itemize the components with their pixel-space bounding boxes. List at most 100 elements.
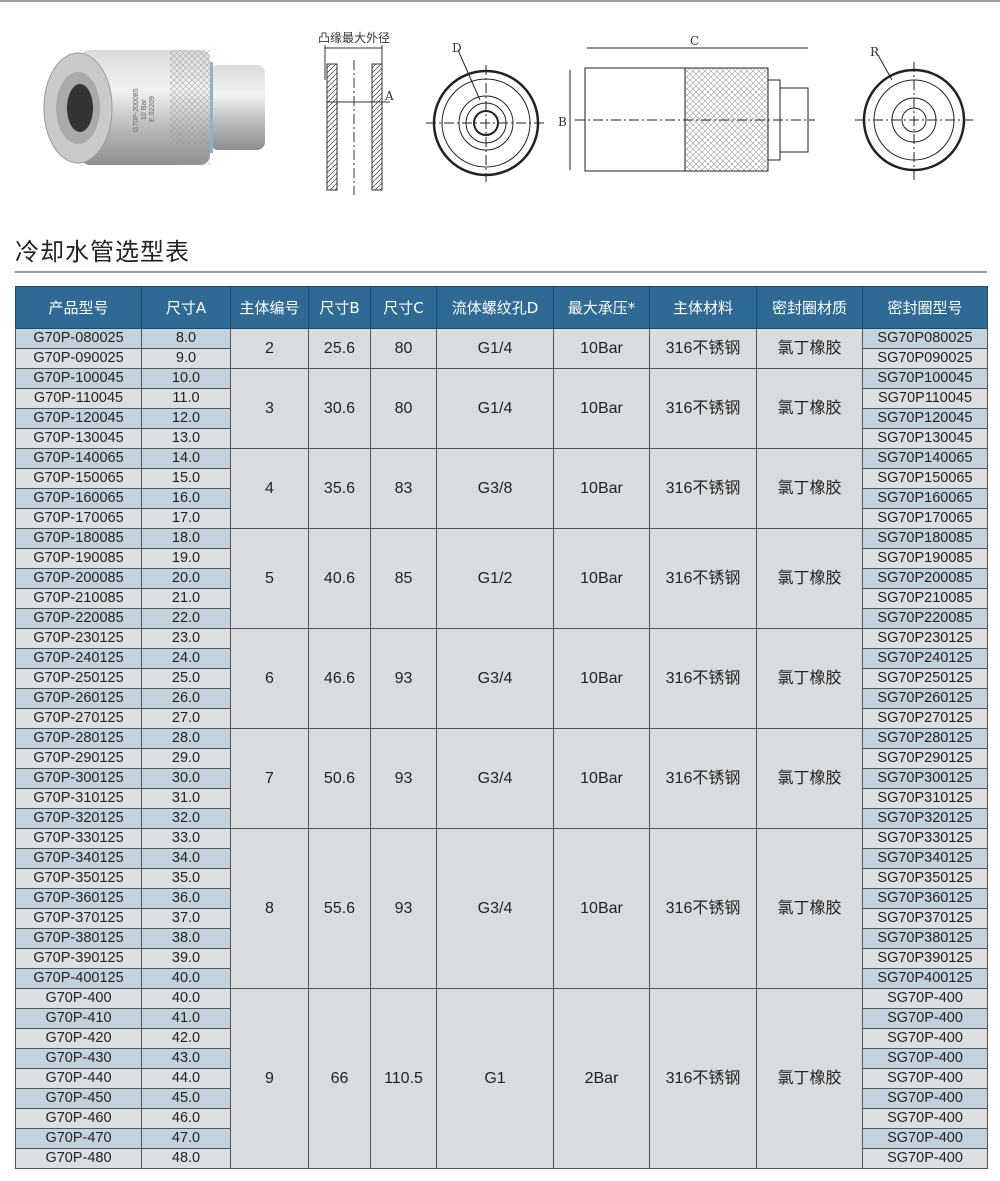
table-row: G70P-400 40.0 9 66 110.5 G1 2Bar 316不锈钢 氯丁橡胶 SG70… [15, 988, 988, 1169]
table-row: G70P-180085 18.0 5 40.6 85 G1/2 10Bar 316不锈钢 氯丁橡… [15, 528, 988, 629]
seal-model-cell: SG70P210085 [862, 588, 988, 609]
table-row: G70P-400125 40.0 SG70P400125 [15, 968, 988, 989]
table-row: G70P-360125 36.0 SG70P360125 [15, 888, 988, 909]
dim-d-label: D [452, 41, 462, 55]
seal-model-cell: SG70P380125 [862, 928, 988, 949]
size-b-cell: 55.6 [308, 828, 371, 989]
body-material-cell: 316不锈钢 [649, 528, 757, 629]
product-model-cell: G70P-370125 [15, 908, 142, 929]
product-model-cell: G70P-470 [15, 1128, 142, 1149]
max-pressure-cell: 10Bar [553, 328, 650, 369]
fluid-thread-cell: G1/2 [436, 528, 554, 629]
seal-model-cell: SG70P340125 [862, 848, 988, 869]
size-c-cell: 80 [370, 368, 437, 449]
product-marking-model: G70P-200085 [133, 88, 140, 132]
seal-model-cell: SG70P240125 [862, 648, 988, 669]
table-row: G70P-240125 24.0 SG70P240125 [15, 648, 988, 669]
product-model-cell: G70P-480 [15, 1148, 142, 1169]
body-number-cell: 4 [230, 448, 309, 529]
size-a-cell: 37.0 [141, 908, 231, 929]
size-a-cell: 38.0 [141, 928, 231, 949]
max-pressure-cell: 10Bar [553, 728, 650, 829]
table-row: G70P-320125 32.0 SG70P320125 [15, 808, 988, 829]
size-a-cell: 40.0 [141, 968, 231, 989]
size-a-cell: 9.0 [141, 348, 231, 369]
table-row: G70P-480 48.0 SG70P-400 [15, 1148, 988, 1169]
table-row: G70P-350125 35.0 SG70P350125 [15, 868, 988, 889]
seal-model-cell: SG70P-400 [862, 1108, 988, 1129]
dim-r-label: R [870, 45, 880, 59]
body-number-cell: 3 [230, 368, 309, 449]
table-row: G70P-260125 26.0 SG70P260125 [15, 688, 988, 709]
product-model-cell: G70P-190085 [15, 548, 142, 569]
size-a-cell: 25.0 [141, 668, 231, 689]
selection-table: 产品型号 尺寸A 主体编号 尺寸B 尺寸C 流体螺纹孔D 最大承压* 主体材料 密封圈材质 密封圈… [15, 286, 988, 1169]
product-model-cell: G70P-340125 [15, 848, 142, 869]
size-a-cell: 48.0 [141, 1148, 231, 1169]
seal-model-cell: SG70P090025 [862, 348, 988, 369]
table-row: G70P-230125 23.0 6 46.6 93 G3/4 10Bar 316不锈钢 氯丁橡… [15, 628, 988, 729]
dim-a-label: A [384, 89, 394, 103]
product-model-cell: G70P-090025 [15, 348, 142, 369]
product-marking-pressure: 10 Bar [141, 99, 148, 120]
size-a-cell: 41.0 [141, 1008, 231, 1029]
seal-material-cell: 氯丁橡胶 [756, 988, 863, 1169]
seal-model-cell: SG70P190085 [862, 548, 988, 569]
fluid-thread-cell: G3/4 [436, 828, 554, 989]
fluid-thread-cell: G1 [436, 988, 554, 1169]
size-a-cell: 26.0 [141, 688, 231, 709]
table-row: G70P-080025 8.0 2 25.6 80 G1/4 10Bar 316不锈钢 氯丁橡胶… [15, 328, 988, 369]
table-row: G70P-140065 14.0 4 35.6 83 G3/8 10Bar 316不锈钢 氯丁橡… [15, 448, 988, 529]
product-model-cell: G70P-230125 [15, 628, 142, 649]
size-c-cell: 85 [370, 528, 437, 629]
max-pressure-cell: 10Bar [553, 828, 650, 989]
size-a-cell: 33.0 [141, 828, 231, 849]
seal-material-cell: 氯丁橡胶 [756, 368, 863, 449]
title-divider [15, 271, 987, 273]
size-a-cell: 36.0 [141, 888, 231, 909]
table-row: G70P-300125 30.0 SG70P300125 [15, 768, 988, 789]
product-model-cell: G70P-330125 [15, 828, 142, 849]
flange-section-drawing: 凸缘最大外径 A [318, 31, 394, 195]
product-model-cell: G70P-390125 [15, 948, 142, 969]
seal-model-cell: SG70P100045 [862, 368, 988, 389]
table-row: G70P-370125 37.0 SG70P370125 [15, 908, 988, 929]
product-model-cell: G70P-420 [15, 1028, 142, 1049]
seal-model-cell: SG70P320125 [862, 808, 988, 829]
max-pressure-cell: 10Bar [553, 628, 650, 729]
size-a-cell: 14.0 [141, 448, 231, 469]
size-a-cell: 19.0 [141, 548, 231, 569]
seal-model-cell: SG70P350125 [862, 868, 988, 889]
product-model-cell: G70P-260125 [15, 688, 142, 709]
size-b-cell: 50.6 [308, 728, 371, 829]
table-row: G70P-390125 39.0 SG70P390125 [15, 948, 988, 969]
side-view-drawing: C B [558, 34, 815, 172]
seal-model-cell: SG70P250125 [862, 668, 988, 689]
table-row: G70P-430 43.0 SG70P-400 [15, 1048, 988, 1069]
front-view-drawing-d: D [426, 41, 546, 182]
seal-model-cell: SG70P400125 [862, 968, 988, 989]
body-material-cell: 316不锈钢 [649, 728, 757, 829]
size-a-cell: 35.0 [141, 868, 231, 889]
header-size-b: 尺寸B [308, 286, 371, 329]
table-row: G70P-420 42.0 SG70P-400 [15, 1028, 988, 1049]
product-model-cell: G70P-170065 [15, 508, 142, 529]
product-model-cell: G70P-150065 [15, 468, 142, 489]
fluid-thread-cell: G3/4 [436, 628, 554, 729]
seal-model-cell: SG70P140065 [862, 448, 988, 469]
size-a-cell: 18.0 [141, 528, 231, 549]
table-row: G70P-270125 27.0 SG70P270125 [15, 708, 988, 729]
body-material-cell: 316不锈钢 [649, 828, 757, 989]
seal-material-cell: 氯丁橡胶 [756, 448, 863, 529]
seal-model-cell: SG70P130045 [862, 428, 988, 449]
seal-model-cell: SG70P280125 [862, 728, 988, 749]
table-row: G70P-190085 19.0 SG70P190085 [15, 548, 988, 569]
table-row: G70P-410 41.0 SG70P-400 [15, 1008, 988, 1029]
table-row: G70P-250125 25.0 SG70P250125 [15, 668, 988, 689]
header-body-number: 主体编号 [230, 286, 309, 329]
product-model-cell: G70P-210085 [15, 588, 142, 609]
product-model-cell: G70P-320125 [15, 808, 142, 829]
seal-model-cell: SG70P180085 [862, 528, 988, 549]
size-a-cell: 27.0 [141, 708, 231, 729]
header-product-model: 产品型号 [15, 286, 142, 329]
